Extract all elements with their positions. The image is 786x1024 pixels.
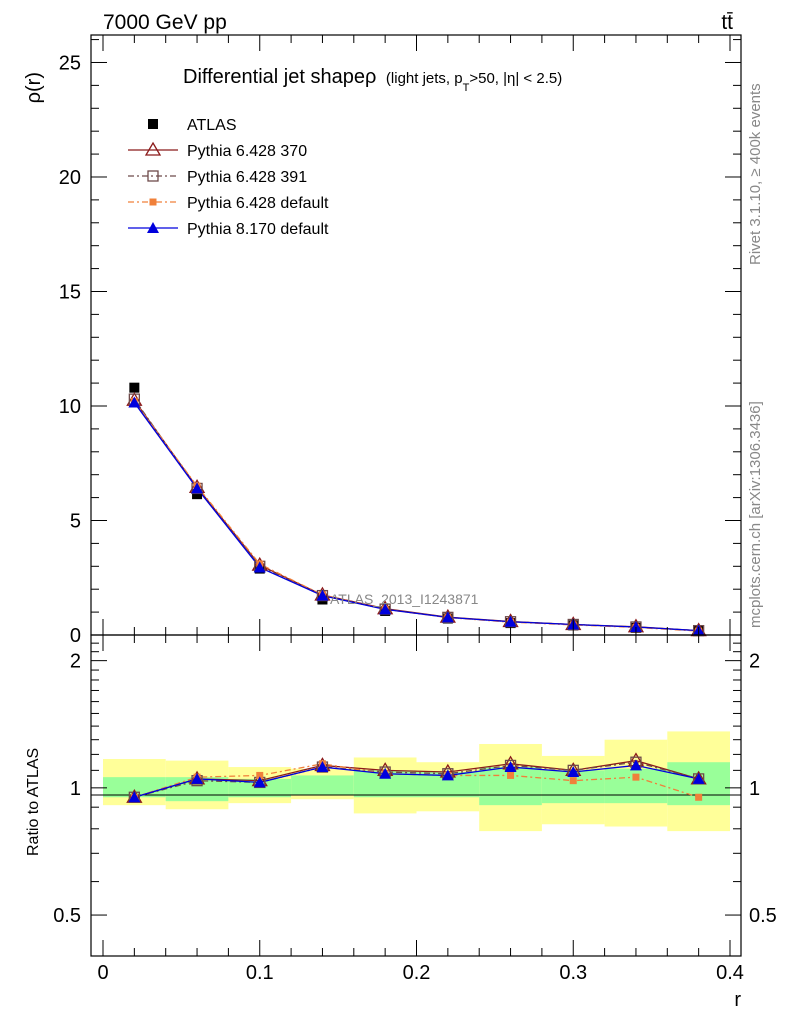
ratio-xtick-label: 0.2 bbox=[403, 962, 431, 984]
ratio-point-p6def bbox=[256, 771, 264, 779]
ratio-point-p8def bbox=[379, 767, 392, 779]
ytick-label: 5 bbox=[70, 510, 81, 532]
legend-marker-p6def bbox=[149, 198, 157, 206]
ratio-point-p6def bbox=[632, 773, 640, 781]
ratio-xtick-label: 0 bbox=[97, 962, 108, 984]
series-line-p6def bbox=[133, 401, 699, 632]
ratio-point-p6def bbox=[569, 777, 577, 785]
header-left: 7000 GeV pp bbox=[103, 11, 227, 34]
ratio-point-p8def bbox=[253, 776, 266, 788]
ratio-ylabel: Ratio to ATLAS bbox=[25, 748, 42, 856]
ytick-label: 10 bbox=[59, 396, 81, 418]
data-point-p8def bbox=[629, 620, 642, 632]
series-line-p8def bbox=[133, 402, 699, 632]
legend-marker-p370 bbox=[144, 141, 162, 156]
data-point-p8def bbox=[191, 482, 204, 494]
ratio-xtick-label: 0.1 bbox=[246, 962, 274, 984]
plot-title: Differential jet shapeρ (light jets, pT>… bbox=[183, 66, 562, 94]
ratio-point-p8def bbox=[567, 766, 580, 778]
ratio-point-p8def bbox=[191, 772, 204, 784]
ytick-label: 20 bbox=[59, 167, 81, 189]
ratio-xtick-label: 0.3 bbox=[559, 962, 587, 984]
ratio-point-p8def bbox=[504, 761, 517, 773]
ratio-point-p8def bbox=[692, 772, 705, 784]
data-point-p8def bbox=[504, 615, 517, 627]
ratio-line-p370 bbox=[134, 759, 699, 798]
ratio-point-p6def bbox=[507, 771, 515, 779]
plot-title-main: Differential jet shapeρ bbox=[183, 66, 376, 88]
ytick-label: 0 bbox=[70, 625, 81, 647]
data-point-p8def bbox=[253, 561, 266, 573]
data-point-p8def bbox=[441, 611, 454, 623]
ratio-point-p8def bbox=[316, 761, 329, 773]
data-point-p8def bbox=[379, 603, 392, 615]
ratio-ytick-label: 2 bbox=[70, 651, 81, 673]
ratio-ytick-label-right: 2 bbox=[749, 651, 760, 673]
legend-marker-p391 bbox=[147, 170, 159, 182]
data-point-p8def bbox=[316, 589, 329, 601]
ratio-plot-panel: 0.5 0.51 12 2 0 0.1 0.2 0.3 0.4 Ratio to ATLAS … bbox=[25, 634, 777, 1011]
plot-title-sub: (light jets, p bbox=[386, 70, 463, 87]
legend: ATLAS Pythia 6.428 370 Pythia 6.428 391 Pyt… bbox=[128, 117, 329, 238]
legend-marker-atlas bbox=[148, 119, 158, 129]
data-point-p8def bbox=[128, 396, 141, 408]
legend-label-p6def: Pythia 6.428 default bbox=[187, 195, 329, 212]
uncertainty-band-inner bbox=[291, 775, 354, 796]
data-point-atlas bbox=[129, 382, 140, 393]
ratio-xlabel: r bbox=[734, 989, 741, 1011]
legend-label-p370: Pythia 6.428 370 bbox=[187, 143, 307, 160]
header-right: tt̄ bbox=[721, 11, 733, 34]
ratio-point-p8def bbox=[629, 759, 642, 771]
ytick-label: 25 bbox=[59, 52, 81, 74]
side-rivet-text: Rivet 3.1.10, ≥ 400k events bbox=[747, 83, 764, 265]
ytick-label: 15 bbox=[59, 281, 81, 303]
ratio-line-p8def bbox=[134, 764, 699, 798]
side-mcplots-text: mcplots.cern.ch [arXiv:1306.3436] bbox=[747, 401, 764, 628]
legend-label-p391: Pythia 6.428 391 bbox=[187, 169, 307, 186]
ratio-point-p6def bbox=[695, 793, 703, 801]
data-point-atlas bbox=[192, 489, 203, 500]
ratio-ytick-label: 1 bbox=[70, 778, 81, 800]
ratio-xtick-label: 0.4 bbox=[716, 962, 744, 984]
plot-title-sub-rest: >50, |η| < 2.5) bbox=[469, 70, 562, 87]
uncertainty-band-inner bbox=[228, 778, 292, 798]
ratio-ytick-label-right: 0.5 bbox=[749, 905, 777, 927]
legend-label-atlas: ATLAS bbox=[187, 117, 237, 134]
legend-label-p8def: Pythia 8.170 default bbox=[187, 221, 329, 238]
plot-title-sub-T: T bbox=[463, 82, 470, 94]
ratio-point-p8def bbox=[128, 791, 141, 803]
ratio-point-p8def bbox=[441, 769, 454, 781]
legend-marker-p8def bbox=[147, 222, 159, 233]
main-plot-panel: 0 5 10 15 20 25 ρ(r) Differential jet shapeρ … bbox=[23, 34, 742, 647]
ratio-ytick-label: 0.5 bbox=[53, 905, 81, 927]
main-ylabel: ρ(r) bbox=[23, 72, 45, 103]
ratio-ytick-label-right: 1 bbox=[749, 778, 760, 800]
analysis-watermark: ATLAS_2013_I1243871 bbox=[330, 591, 479, 607]
